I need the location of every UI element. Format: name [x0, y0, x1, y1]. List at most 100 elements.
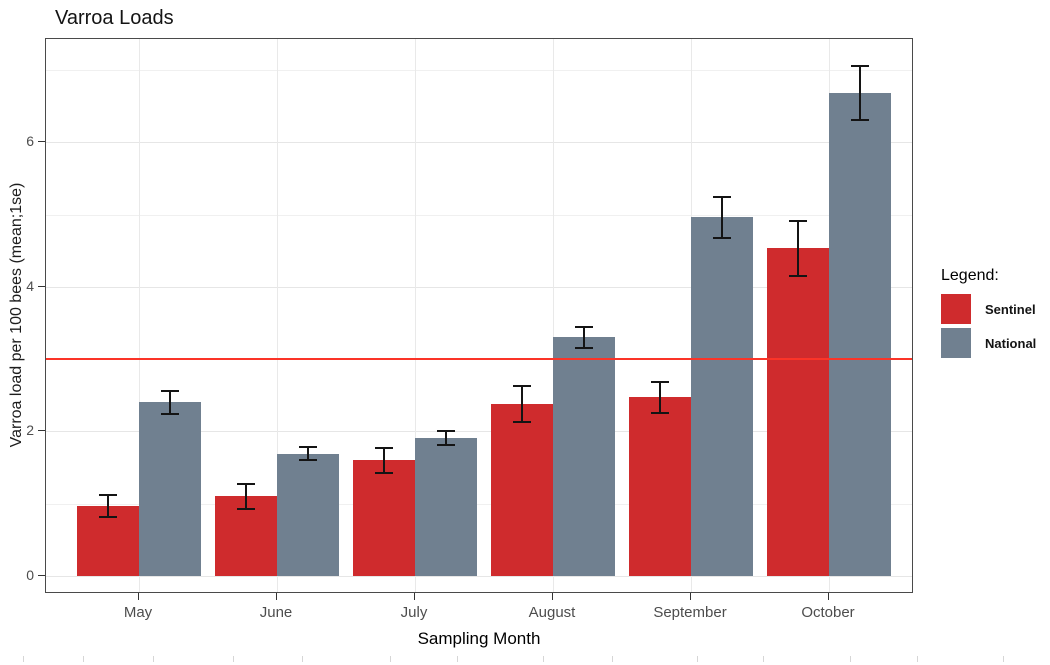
errorbar-sentinel-september: [659, 381, 661, 414]
threshold-reference-line: [46, 358, 912, 361]
errorbar-sentinel-august: [521, 385, 523, 422]
errorbar-sentinel-may-cap-top: [99, 494, 117, 497]
x-axis-tick-august: [552, 593, 553, 600]
legend-items: Sentinel National: [941, 294, 1036, 358]
errorbar-national-october: [859, 66, 861, 120]
bar-national-july: [415, 437, 477, 576]
errorbar-sentinel-august-cap-bottom: [513, 421, 531, 423]
errorbar-national-may-cap-bottom: [161, 413, 179, 416]
bottom-ruler-tick-1: [83, 656, 84, 662]
legend-item-national: National: [941, 328, 1036, 358]
bar-national-august: [553, 337, 615, 576]
gridline-major-y6: [46, 142, 912, 144]
errorbar-sentinel-august-cap-top: [513, 384, 531, 387]
errorbar-sentinel-september-cap-bottom: [651, 412, 669, 415]
bar-national-june: [277, 453, 339, 576]
bottom-ruler-tick-7: [543, 656, 544, 662]
gridline-minor-y1: [46, 503, 912, 505]
chart-title: Varroa Loads: [55, 7, 174, 29]
y-axis-tick-label-4: 4: [26, 277, 34, 294]
bottom-ruler-tick-13: [1003, 656, 1004, 662]
bar-national-may: [139, 402, 201, 576]
errorbar-national-september-cap-top: [713, 196, 731, 199]
y-axis-tick-0: [38, 575, 45, 576]
gridline-x-june: [277, 39, 278, 592]
y-axis-tick-6: [38, 141, 45, 143]
legend: Legend: Sentinel National: [941, 267, 1036, 362]
gridline-major-y0: [46, 576, 912, 577]
x-axis-tick-label-july: July: [400, 604, 428, 621]
errorbar-national-june-cap-bottom: [299, 459, 317, 462]
y-axis-tick-label-2: 2: [26, 422, 34, 439]
x-axis-tick-label-october: October: [801, 604, 855, 621]
bottom-ruler-tick-11: [850, 656, 851, 662]
x-axis-title: Sampling Month: [417, 629, 541, 648]
errorbar-sentinel-june: [245, 484, 247, 509]
errorbar-sentinel-october-cap-bottom: [789, 274, 807, 277]
errorbar-sentinel-october-cap-top: [789, 220, 807, 222]
bar-sentinel-july: [353, 460, 415, 576]
bar-national-october: [829, 93, 891, 576]
legend-label-national: National: [985, 335, 1037, 351]
errorbar-national-october-cap-bottom: [851, 118, 869, 121]
bottom-ruler-tick-6: [457, 656, 458, 662]
bottom-ruler-tick-2: [153, 656, 154, 662]
errorbar-sentinel-june-cap-bottom: [237, 507, 255, 510]
bottom-ruler-tick-10: [763, 656, 764, 662]
x-axis-tick-july: [414, 593, 415, 600]
gridline-minor-y7: [46, 69, 912, 71]
bar-sentinel-october: [767, 248, 829, 576]
errorbar-national-may-cap-top: [161, 389, 179, 392]
legend-item-sentinel: Sentinel: [941, 294, 1036, 324]
legend-swatch-national: [941, 328, 971, 358]
bottom-ruler-tick-0: [23, 656, 24, 662]
x-axis-tick-label-august: August: [528, 604, 576, 621]
gridline-x-august: [553, 39, 554, 592]
bottom-ruler-tick-12: [917, 656, 918, 662]
bar-sentinel-september: [629, 397, 691, 576]
gridline-x-july: [415, 39, 416, 592]
errorbar-national-july-cap-top: [437, 429, 455, 432]
legend-title: Legend:: [941, 267, 999, 284]
legend-swatch-sentinel: [941, 294, 971, 324]
bar-national-september: [691, 217, 753, 576]
errorbar-sentinel-september-cap-top: [651, 380, 669, 383]
x-axis-tick-label-june: June: [259, 604, 293, 621]
y-axis-tick-2: [38, 430, 45, 432]
errorbar-national-september-cap-bottom: [713, 236, 731, 239]
gridline-major-y4: [46, 286, 912, 288]
x-axis-tick-september: [690, 593, 691, 600]
errorbar-national-may: [169, 390, 171, 415]
x-axis-tick-june: [276, 593, 277, 600]
legend-label-sentinel: Sentinel: [985, 301, 1036, 317]
errorbar-national-october-cap-top: [851, 65, 869, 68]
gridline-minor-y5: [46, 214, 912, 216]
y-axis-tick-4: [38, 285, 45, 287]
errorbar-sentinel-july-cap-bottom: [375, 471, 393, 474]
bottom-ruler-tick-4: [302, 656, 303, 662]
gridline-x-may: [139, 39, 140, 592]
plot-panel: [45, 38, 913, 593]
x-axis-tick-may: [138, 593, 139, 600]
x-axis-tick-october: [828, 593, 829, 600]
errorbar-sentinel-july: [383, 448, 385, 473]
y-axis-title: Varroa load per 100 bees (mean;1se): [8, 182, 25, 448]
bottom-ruler-tick-5: [390, 656, 391, 662]
y-axis-tick-label-6: 6: [26, 133, 34, 150]
gridline-major-y2: [46, 431, 912, 433]
errorbar-sentinel-june-cap-top: [237, 483, 255, 486]
errorbar-national-august: [583, 326, 585, 349]
errorbar-sentinel-october: [797, 221, 799, 276]
errorbar-national-august-cap-bottom: [575, 347, 593, 350]
errorbar-national-june: [307, 447, 309, 461]
errorbar-national-september: [721, 197, 723, 238]
errorbar-national-july-cap-bottom: [437, 444, 455, 447]
errorbar-sentinel-may-cap-bottom: [99, 515, 117, 518]
y-axis-tick-label-0: 0: [26, 567, 34, 583]
bottom-ruler-tick-3: [233, 656, 234, 662]
x-axis-tick-label-may: May: [123, 604, 153, 621]
x-axis-tick-label-september: September: [653, 604, 727, 621]
errorbar-national-june-cap-top: [299, 446, 317, 449]
bottom-ruler-tick-8: [612, 656, 613, 662]
